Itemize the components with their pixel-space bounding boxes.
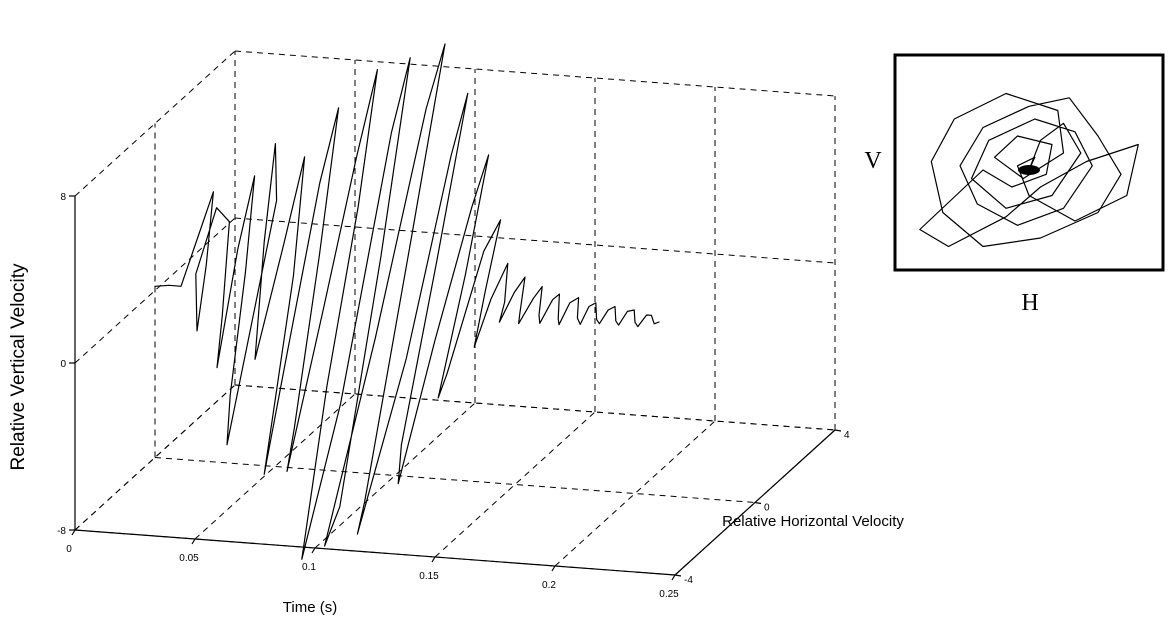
x-tick-label: 0.2 [542,580,556,591]
grid-line [74,384,236,531]
x-tick-mark [71,529,76,536]
x-tick-label: 0.15 [419,571,439,582]
inset-center-cluster [1018,165,1040,175]
x-tick-mark [431,556,436,563]
inset-series-line [919,92,1139,248]
x-tick-label: 0.1 [302,562,316,573]
inset-frame [893,53,1165,272]
grid-line [434,411,596,558]
y-axis-label: Relative Horizontal Velocity [722,513,904,530]
x-tick-mark [311,547,316,554]
z-axis-label: Relative Vertical Velocity [8,263,29,470]
z-tick-label: -8 [57,526,66,537]
inset-trace [919,92,1139,248]
z-tick-label: 8 [60,192,66,203]
grid-line [194,393,356,540]
inset-panel: V H [864,53,1165,316]
x-axis-label: Time (s) [283,599,337,616]
axis-layer [69,195,842,581]
trace-layer [154,43,660,560]
z-tick-label: 0 [60,359,66,370]
grid-line [234,384,836,431]
x-tick-label: 0 [66,544,72,555]
grid-layer [74,50,836,576]
grid-line [74,50,236,197]
inset-v-label: V [864,148,882,174]
trajectory-series-line [154,43,660,560]
x-axis-line [74,529,676,576]
y-tick-label: -4 [684,575,693,586]
inset-h-label: H [1021,290,1038,316]
x-tick-label: 0.25 [659,589,679,600]
x-tick-mark [671,574,676,581]
y-tick-mark [834,429,842,432]
x-tick-mark [551,565,556,572]
grid-line [314,402,476,549]
grid-line [154,457,756,503]
grid-line [234,50,836,97]
grid-line [234,217,836,264]
grid-line [554,420,716,567]
y-tick-label: 0 [764,503,770,514]
y-tick-label: 4 [844,430,850,441]
y-tick-mark [674,574,682,577]
y-tick-mark [754,501,762,505]
x-tick-label: 0.05 [179,553,199,564]
x-tick-mark [191,538,196,545]
tick-layer: 00.050.10.150.20.25-404-808 [57,192,850,600]
